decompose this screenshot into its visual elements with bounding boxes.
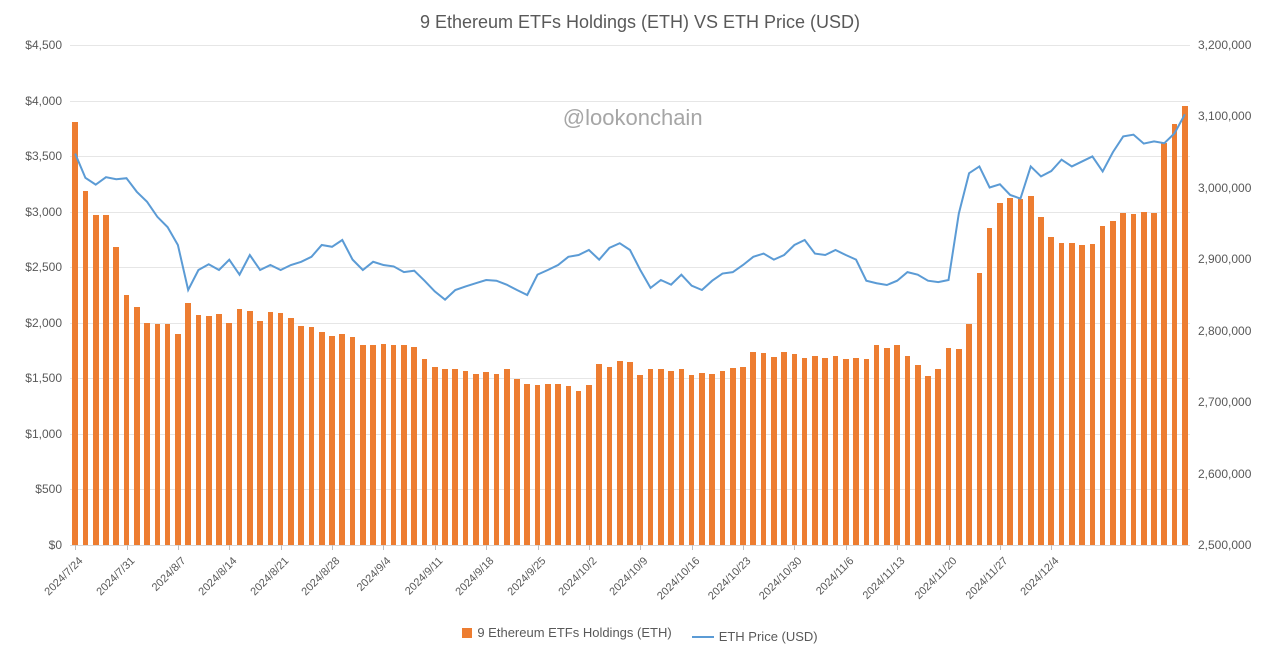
x-axis-tick xyxy=(692,545,693,550)
y-axis-right-label: 3,100,000 xyxy=(1198,109,1251,123)
x-axis-label: 2024/8/21 xyxy=(248,555,291,598)
x-axis-tick xyxy=(75,545,76,550)
y-axis-left-label: $2,500 xyxy=(12,260,62,274)
legend-label: 9 Ethereum ETFs Holdings (ETH) xyxy=(477,625,671,640)
y-axis-left-label: $4,500 xyxy=(12,38,62,52)
x-axis-label: 2024/9/11 xyxy=(403,555,446,598)
x-axis-tick xyxy=(332,545,333,550)
x-axis-label: 2024/10/23 xyxy=(706,555,753,602)
x-axis-tick xyxy=(794,545,795,550)
legend-label: ETH Price (USD) xyxy=(719,629,818,644)
y-axis-right-label: 3,200,000 xyxy=(1198,38,1251,52)
x-axis-tick xyxy=(846,545,847,550)
y-axis-left-label: $1,000 xyxy=(12,427,62,441)
y-axis-right-label: 3,000,000 xyxy=(1198,181,1251,195)
x-axis-label: 2024/7/31 xyxy=(94,555,137,598)
x-axis-tick xyxy=(743,545,744,550)
y-axis-right-label: 2,700,000 xyxy=(1198,395,1251,409)
y-axis-right-label: 2,900,000 xyxy=(1198,252,1251,266)
x-axis-label: 2024/7/24 xyxy=(43,555,86,598)
legend-item: 9 Ethereum ETFs Holdings (ETH) xyxy=(462,625,671,640)
x-axis-label: 2024/11/27 xyxy=(964,555,1011,602)
x-axis-tick xyxy=(589,545,590,550)
x-axis-label: 2024/11/6 xyxy=(814,555,857,598)
chart-title: 9 Ethereum ETFs Holdings (ETH) VS ETH Pr… xyxy=(0,12,1280,33)
x-axis-label: 2024/9/25 xyxy=(505,555,548,598)
x-axis-label: 2024/12/4 xyxy=(1019,555,1062,598)
x-axis-label: 2024/9/4 xyxy=(355,555,394,594)
x-axis-tick xyxy=(281,545,282,550)
x-axis-tick xyxy=(435,545,436,550)
x-axis-label: 2024/10/30 xyxy=(757,555,804,602)
x-axis-tick xyxy=(897,545,898,550)
x-axis-tick xyxy=(127,545,128,550)
x-axis-label: 2024/8/14 xyxy=(197,555,240,598)
y-axis-right-label: 2,800,000 xyxy=(1198,324,1251,338)
y-axis-left-label: $1,500 xyxy=(12,371,62,385)
x-axis-tick xyxy=(538,545,539,550)
x-axis-label: 2024/11/20 xyxy=(912,555,959,602)
x-axis-tick xyxy=(1051,545,1052,550)
y-axis-right-label: 2,500,000 xyxy=(1198,538,1251,552)
x-axis-tick xyxy=(1000,545,1001,550)
x-axis-tick xyxy=(640,545,641,550)
legend-swatch-bar xyxy=(462,628,472,638)
legend-item: ETH Price (USD) xyxy=(692,629,818,644)
x-axis-tick xyxy=(383,545,384,550)
x-axis-label: 2024/10/16 xyxy=(655,555,702,602)
y-axis-left-label: $3,000 xyxy=(12,205,62,219)
y-axis-left-label: $0 xyxy=(12,538,62,552)
legend-swatch-line xyxy=(692,636,714,638)
y-axis-left-label: $500 xyxy=(12,482,62,496)
x-axis-tick xyxy=(486,545,487,550)
plot-area xyxy=(70,45,1190,546)
price-line xyxy=(75,114,1185,299)
x-axis-label: 2024/8/7 xyxy=(150,555,189,594)
x-axis-tick xyxy=(229,545,230,550)
x-axis-label: 2024/9/18 xyxy=(454,555,497,598)
y-axis-right-label: 2,600,000 xyxy=(1198,467,1251,481)
x-axis-tick xyxy=(178,545,179,550)
y-axis-left-label: $3,500 xyxy=(12,149,62,163)
x-axis-label: 2024/8/28 xyxy=(299,555,342,598)
x-axis-label: 2024/10/2 xyxy=(556,555,599,598)
y-axis-left-label: $4,000 xyxy=(12,94,62,108)
chart-container: 9 Ethereum ETFs Holdings (ETH) VS ETH Pr… xyxy=(0,0,1280,669)
x-axis-label: 2024/11/13 xyxy=(861,555,908,602)
x-axis-tick xyxy=(949,545,950,550)
legend: 9 Ethereum ETFs Holdings (ETH) ETH Price … xyxy=(0,625,1280,644)
y-axis-left-label: $2,000 xyxy=(12,316,62,330)
price-line-layer xyxy=(70,45,1190,545)
x-axis-label: 2024/10/9 xyxy=(608,555,651,598)
